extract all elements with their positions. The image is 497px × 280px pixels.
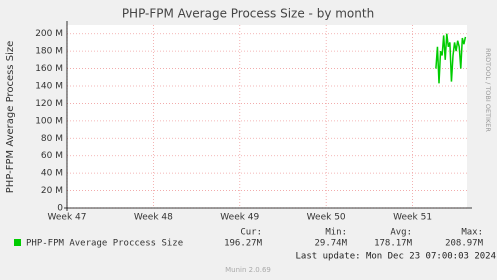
- y-tick-label: 20 M: [41, 186, 63, 196]
- summary-value: 29.74M: [314, 239, 347, 249]
- y-tick-label: 120 M: [35, 99, 63, 109]
- footer: Munin 2.0.69: [225, 266, 271, 274]
- watermark: RRDTOOL / TOBI OETIKER: [484, 48, 492, 132]
- x-tick-label: Week 51: [393, 213, 432, 223]
- summary-header: Cur:: [240, 228, 262, 238]
- last-update: Last update: Mon Dec 23 07:00:03 2024: [296, 252, 496, 262]
- y-tick-label: 40 M: [41, 169, 63, 179]
- y-tick-label: 140 M: [35, 82, 63, 92]
- y-tick-label: 100 M: [35, 116, 63, 126]
- y-tick-label: 180 M: [35, 47, 63, 57]
- y-tick-label: 160 M: [35, 64, 63, 74]
- summary-header: Avg:: [390, 228, 412, 238]
- summary-value: 208.97M: [445, 239, 484, 249]
- x-tick-label: Week 48: [134, 213, 173, 223]
- x-tick-label: Week 47: [48, 213, 87, 223]
- y-tick-label: 0: [57, 204, 63, 214]
- summary-value: 178.17M: [374, 239, 413, 249]
- y-tick-label: 200 M: [35, 29, 63, 39]
- y-tick-label: 80 M: [41, 134, 63, 144]
- x-tick-label: Week 49: [220, 213, 259, 223]
- y-axis-label: PHP-FPM Average Process Size: [5, 41, 16, 193]
- summary-header: Max:: [461, 228, 483, 238]
- series-line: [435, 33, 467, 84]
- x-tick-label: Week 50: [307, 213, 346, 223]
- legend-label: PHP-FPM Average Proccess Size: [26, 239, 183, 249]
- y-tick-label: 60 M: [41, 151, 63, 161]
- chart-title: PHP-FPM Average Process Size - by month: [122, 7, 374, 21]
- summary-value: 196.27M: [224, 239, 263, 249]
- summary-header: Min:: [325, 228, 347, 238]
- plot-area: [67, 25, 467, 208]
- legend-swatch: [14, 239, 21, 246]
